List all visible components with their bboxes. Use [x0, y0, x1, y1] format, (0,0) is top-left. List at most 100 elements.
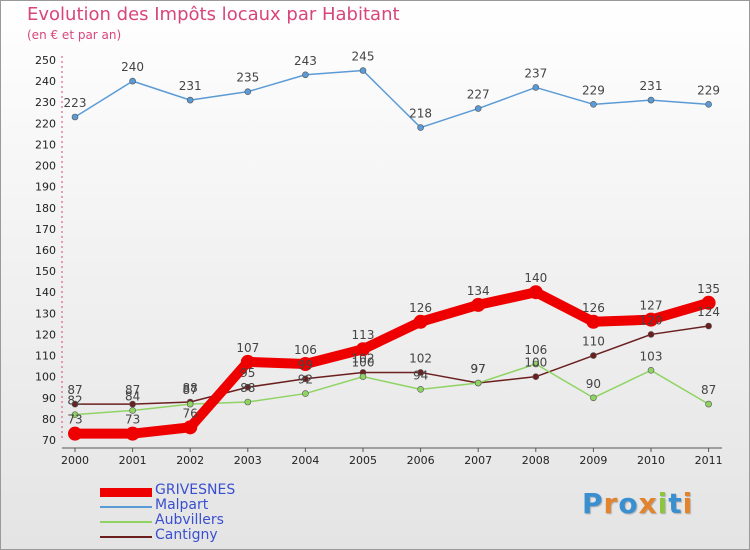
- data-point-cantigny: [705, 322, 712, 330]
- data-label-aubvillers: 84: [125, 389, 140, 403]
- data-point-cantigny: [244, 383, 252, 391]
- legend-swatch: [100, 506, 152, 508]
- x-tick-label: 2005: [349, 454, 377, 467]
- data-point-malpart: [302, 71, 309, 79]
- data-point-cantigny: [417, 369, 424, 376]
- data-label-malpart: 229: [697, 83, 720, 97]
- data-label-aubvillers: 82: [67, 394, 82, 408]
- data-label-aubvillers: 88: [240, 381, 255, 395]
- axes: 7080901001101201301401501601701801902002…: [35, 54, 723, 467]
- series-layer: [68, 67, 716, 441]
- legend-label: Cantigny: [155, 527, 218, 543]
- y-tick-label: 130: [35, 307, 56, 320]
- legend-label: GRIVESNES: [155, 482, 236, 498]
- data-point-malpart: [359, 67, 367, 74]
- data-point-grivesnes: [644, 312, 658, 327]
- y-tick-label: 190: [35, 181, 56, 194]
- y-tick-label: 80: [42, 413, 56, 426]
- data-point-aubvillers: [590, 394, 597, 402]
- data-label-grivesnes: 76: [183, 406, 198, 420]
- data-point-aubvillers: [417, 386, 424, 393]
- data-label-malpart: 237: [524, 66, 547, 80]
- data-label-aubvillers: 92: [298, 373, 313, 387]
- data-label-malpart: 245: [352, 50, 375, 64]
- data-point-aubvillers: [359, 373, 367, 380]
- legend-label: Aubvillers: [155, 512, 224, 528]
- data-point-cantigny: [532, 373, 540, 380]
- x-tick-label: 2001: [119, 454, 147, 467]
- data-point-grivesnes: [356, 342, 370, 357]
- x-tick-label: 2006: [407, 454, 435, 467]
- legend-label: Malpart: [155, 497, 209, 513]
- y-tick-label: 110: [35, 350, 56, 363]
- data-label-grivesnes: 107: [236, 341, 259, 355]
- x-tick-label: 2009: [579, 454, 607, 467]
- data-label-grivesnes: 134: [467, 284, 490, 298]
- y-tick-label: 120: [35, 328, 56, 341]
- data-point-grivesnes: [528, 285, 543, 300]
- series-line-grivesnes: [70, 287, 714, 439]
- y-tick-label: 180: [35, 202, 56, 215]
- data-label-grivesnes: 106: [294, 343, 317, 357]
- y-tick-label: 240: [35, 75, 56, 88]
- data-point-cantigny: [647, 331, 655, 338]
- data-label-aubvillers: 87: [701, 383, 716, 397]
- data-point-cantigny: [302, 375, 309, 383]
- data-point-grivesnes: [471, 297, 486, 312]
- logo-letter: o: [618, 487, 639, 520]
- y-tick-label: 100: [35, 371, 56, 384]
- data-label-cantigny: 102: [409, 351, 432, 365]
- x-tick-label: 2002: [176, 454, 204, 467]
- x-tick-label: 2010: [637, 454, 665, 467]
- y-tick-label: 170: [35, 223, 56, 236]
- x-tick-label: 2003: [234, 454, 262, 467]
- data-label-cantigny: 95: [240, 366, 255, 380]
- data-label-aubvillers: 97: [471, 362, 486, 376]
- y-tick-label: 90: [42, 392, 56, 405]
- y-tick-label: 150: [35, 265, 56, 278]
- data-point-malpart: [244, 88, 252, 95]
- data-label-cantigny: 99: [298, 358, 313, 372]
- data-label-cantigny: 124: [697, 305, 720, 319]
- data-label-grivesnes: 135: [697, 282, 720, 296]
- data-label-aubvillers: 103: [640, 349, 663, 363]
- x-tick-label: 2008: [522, 454, 550, 467]
- data-point-cantigny: [590, 352, 597, 359]
- data-label-malpart: 229: [582, 83, 605, 97]
- data-label-malpart: 231: [640, 79, 663, 93]
- data-point-aubvillers: [647, 367, 655, 374]
- data-point-malpart: [71, 113, 79, 121]
- data-label-malpart: 235: [236, 71, 259, 85]
- logo-letter: P: [582, 487, 604, 520]
- data-label-grivesnes: 73: [67, 413, 82, 427]
- data-point-aubvillers: [129, 407, 136, 414]
- data-label-cantigny: 100: [524, 356, 547, 370]
- legend-swatch: [100, 521, 152, 523]
- data-point-malpart: [532, 84, 540, 91]
- y-tick-label: 70: [42, 434, 56, 447]
- data-point-malpart: [647, 96, 655, 104]
- data-point-grivesnes: [125, 426, 140, 441]
- data-label-malpart: 240: [121, 60, 144, 74]
- data-label-grivesnes: 73: [125, 413, 140, 427]
- series-line-cantigny: [74, 325, 710, 405]
- data-point-grivesnes: [298, 357, 313, 371]
- logo-letter: i: [682, 487, 694, 520]
- data-label-malpart: 243: [294, 54, 317, 68]
- data-point-aubvillers: [532, 360, 540, 368]
- data-label-grivesnes: 126: [582, 301, 605, 315]
- data-point-aubvillers: [244, 398, 252, 406]
- data-label-aubvillers: 94: [413, 368, 428, 382]
- data-point-aubvillers: [474, 379, 482, 387]
- x-tick-label: 2004: [291, 454, 319, 467]
- data-point-malpart: [417, 124, 424, 131]
- data-label-malpart: 218: [409, 107, 432, 121]
- y-tick-label: 200: [35, 160, 56, 173]
- data-point-malpart: [705, 101, 712, 108]
- data-point-cantigny: [129, 400, 136, 408]
- y-tick-label: 210: [35, 138, 56, 151]
- x-tick-label: 2000: [61, 454, 89, 467]
